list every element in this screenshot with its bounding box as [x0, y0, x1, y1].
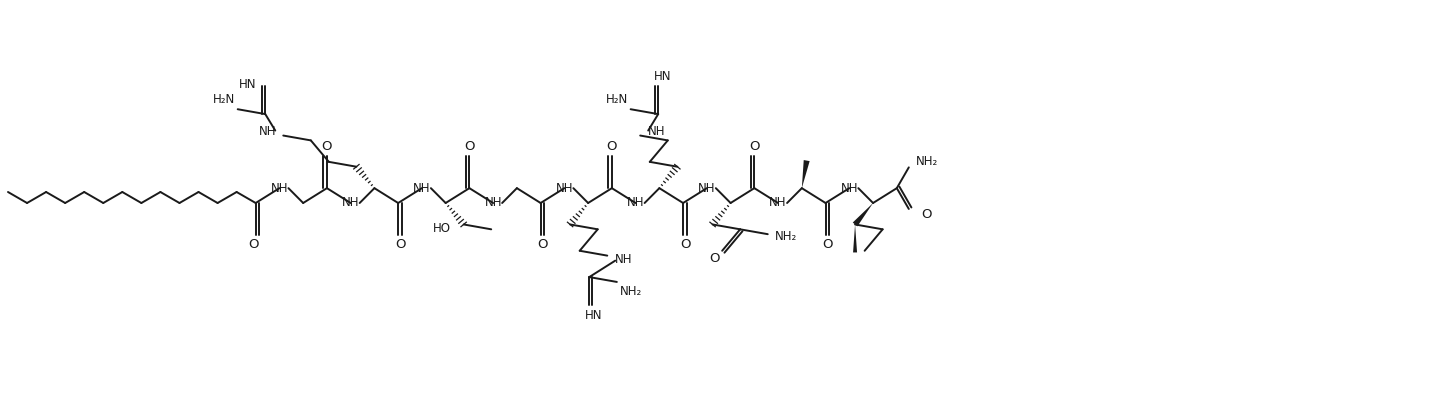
Text: NH: NH [413, 182, 430, 195]
Text: O: O [822, 238, 833, 252]
Text: O: O [321, 140, 332, 153]
Text: O: O [921, 208, 933, 222]
Polygon shape [853, 224, 857, 252]
Text: NH: NH [647, 125, 665, 138]
Text: NH: NH [627, 196, 644, 210]
Text: HN: HN [653, 70, 670, 82]
Polygon shape [853, 203, 873, 226]
Text: O: O [465, 140, 475, 153]
Text: O: O [537, 238, 547, 252]
Text: O: O [607, 140, 617, 153]
Text: HN: HN [239, 78, 256, 90]
Text: O: O [395, 238, 405, 252]
Polygon shape [802, 160, 809, 188]
Text: HO: HO [433, 222, 450, 235]
Text: NH: NH [485, 196, 502, 210]
Text: O: O [681, 238, 691, 252]
Text: NH: NH [614, 253, 631, 266]
Text: NH: NH [556, 182, 573, 195]
Text: O: O [710, 252, 720, 265]
Text: NH: NH [841, 182, 859, 195]
Text: H₂N: H₂N [605, 93, 628, 106]
Text: NH: NH [698, 182, 715, 195]
Text: NH₂: NH₂ [620, 286, 641, 298]
Text: NH: NH [271, 182, 288, 195]
Text: H₂N: H₂N [213, 93, 235, 106]
Text: O: O [249, 238, 259, 252]
Text: NH: NH [342, 196, 359, 210]
Text: NH: NH [769, 196, 786, 210]
Text: HN: HN [585, 308, 602, 322]
Text: O: O [749, 140, 760, 153]
Text: NH: NH [259, 125, 277, 138]
Text: NH₂: NH₂ [775, 230, 796, 243]
Text: NH₂: NH₂ [915, 155, 938, 168]
